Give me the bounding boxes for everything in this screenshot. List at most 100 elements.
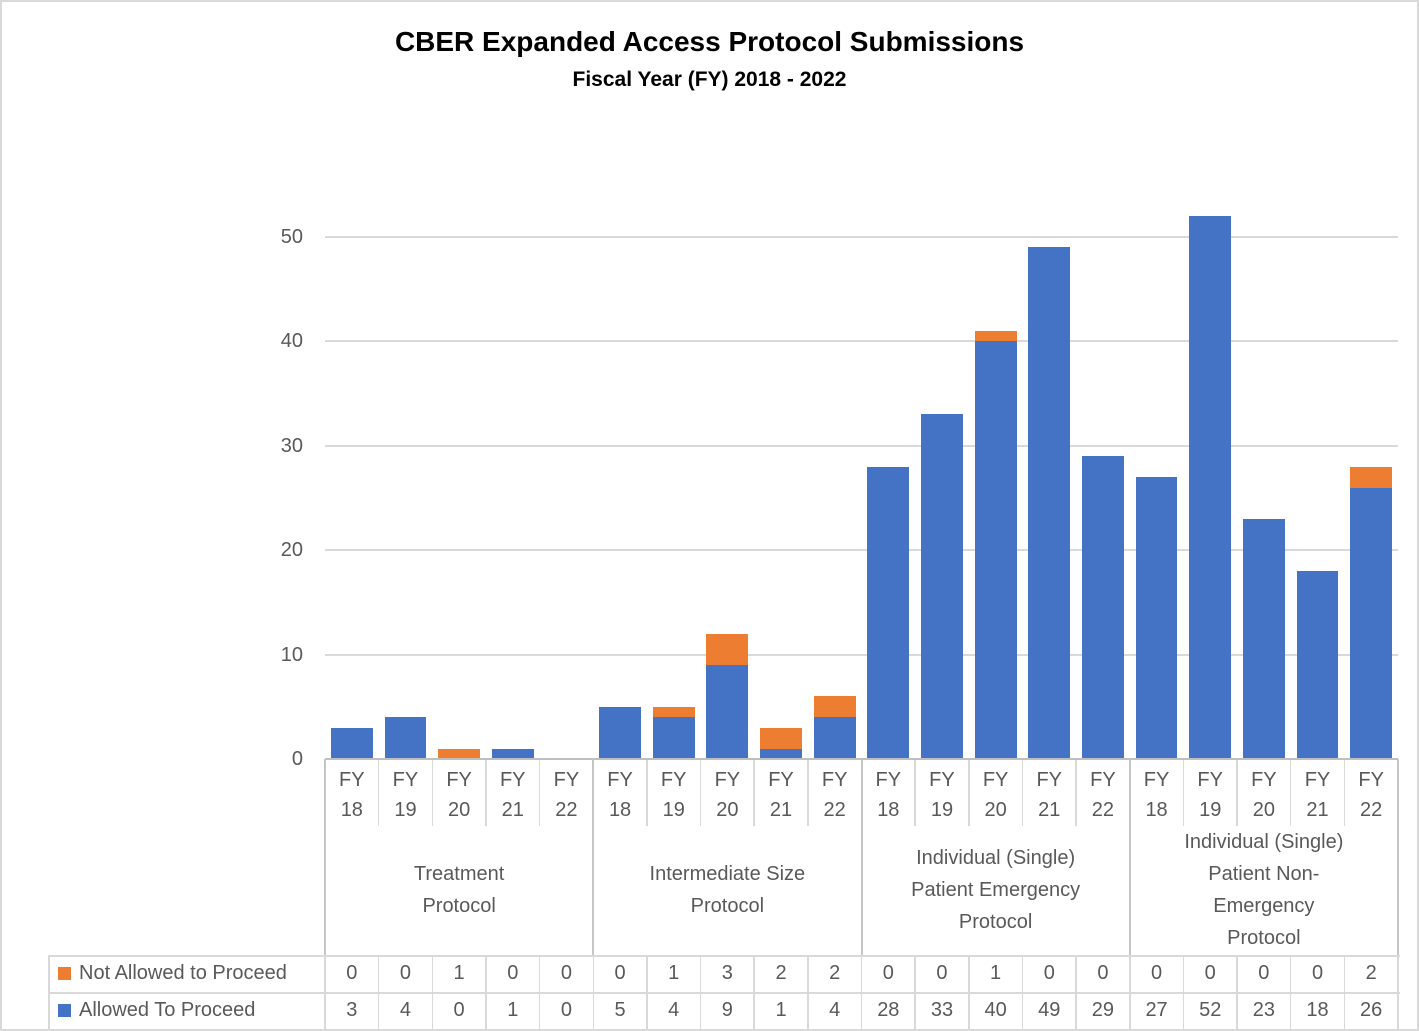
group-boundary-line [860, 759, 863, 955]
gridline-40 [325, 340, 1398, 343]
table-cell-value: 0 [507, 962, 519, 985]
y-axis-tick-label: 10 [280, 643, 303, 666]
y-axis-tick-label: 40 [280, 330, 303, 353]
x-tick-label: FY 22 [553, 769, 580, 821]
table-vertical-border [1129, 955, 1131, 1029]
table-cell-value: 0 [1151, 962, 1163, 985]
table-vertical-border [377, 955, 380, 1029]
table-vertical-border [968, 955, 970, 1029]
table-vertical-border [914, 955, 916, 1029]
table-cell-value: 2 [1365, 962, 1377, 985]
table-cell-value: 0 [1097, 962, 1109, 985]
table-cell-value: 0 [560, 962, 572, 985]
table-cell-value: 4 [668, 999, 680, 1022]
table-vertical-border [592, 955, 594, 1029]
category-group-label: Individual (Single) Patient Emergency Pr… [911, 847, 1081, 933]
legend-swatch-allowed [58, 1004, 71, 1018]
x-tick-label: FY 22 [821, 769, 848, 821]
group-boundary-line [1397, 759, 1399, 955]
table-cell-value: 0 [1311, 962, 1324, 985]
fy-cell-divider [968, 760, 970, 826]
x-tick-label: FY 21 [1036, 769, 1063, 821]
x-tick-label: FY 18 [339, 769, 365, 821]
category-group-label: Individual (Single) Patient Non- Emergen… [1184, 831, 1344, 949]
fy-cell-divider [1075, 760, 1077, 826]
legend-label: Allowed To Proceed [79, 999, 256, 1022]
table-vertical-border [431, 955, 434, 1029]
bar-segment-allowed [813, 717, 856, 759]
fy-cell-divider [914, 760, 916, 826]
bar-segment-allowed [384, 717, 427, 759]
table-vertical-border [1075, 955, 1077, 1029]
bar-segment-allowed [1242, 518, 1285, 759]
table-vertical-border [860, 955, 863, 1029]
x-tick-label: FY 22 [1090, 769, 1116, 821]
bar-segment-allowed [1135, 477, 1178, 759]
x-tick-label: FY 21 [499, 769, 526, 821]
bar-segment-allowed [1189, 216, 1232, 759]
table-cell-value: 1 [453, 962, 465, 985]
table-horizontal-border [49, 992, 1400, 994]
table-cell-value: 4 [829, 999, 841, 1022]
table-cell-value: 18 [1306, 999, 1329, 1022]
group-boundary-line [324, 759, 326, 955]
x-tick-label: FY 21 [768, 769, 794, 821]
y-axis-tick-label: 20 [280, 539, 303, 562]
bar-segment-allowed [1350, 487, 1393, 759]
table-cell-value: 4 [399, 999, 412, 1022]
x-tick-label: FY 18 [1143, 769, 1170, 821]
bar-segment-allowed [599, 706, 641, 759]
bar-segment-not-allowed [813, 696, 856, 718]
legend-label: Not Allowed to Proceed [79, 962, 287, 985]
table-vertical-border [807, 955, 809, 1029]
category-group-label: Treatment Protocol [413, 863, 505, 917]
table-vertical-border [753, 955, 755, 1029]
table-cell-value: 3 [721, 962, 733, 985]
fy-cell-divider [1289, 760, 1292, 826]
legend-cell: Not Allowed to Proceed [50, 956, 324, 991]
y-axis-tick-label: 0 [291, 748, 303, 770]
table-cell-value: 1 [668, 962, 680, 985]
fy-cell-divider [699, 760, 702, 826]
x-tick-label: FY 18 [607, 769, 633, 821]
x-tick-label: FY 22 [1358, 769, 1384, 821]
chart-subtitle: Fiscal Year (FY) 2018 - 2022 [572, 68, 847, 91]
fy-cell-divider [1343, 760, 1346, 826]
table-vertical-border [699, 955, 702, 1029]
table-horizontal-border [49, 955, 1400, 957]
bar-segment-not-allowed [1350, 466, 1393, 488]
table-cell-value: 9 [721, 999, 733, 1022]
bar-segment-allowed [867, 466, 910, 759]
table-cell-value: 27 [1145, 999, 1168, 1022]
table-cell-value: 28 [877, 999, 900, 1022]
table-cell-value: 0 [882, 962, 894, 985]
fy-cell-divider [377, 760, 380, 826]
x-tick-label: FY 19 [1197, 769, 1223, 821]
gridline-20 [325, 549, 1398, 552]
table-cell-value: 1 [775, 999, 787, 1022]
x-tick-label: FY 19 [929, 769, 955, 821]
x-tick-label: FY 20 [446, 769, 472, 821]
table-cell-value: 0 [346, 962, 358, 985]
category-group-label: Intermediate Size Protocol [649, 863, 806, 917]
table-vertical-border [485, 955, 487, 1029]
chart-title: CBER Expanded Access Protocol Submission… [394, 26, 1025, 57]
table-cell-value: 1 [990, 962, 1002, 985]
table-cell-value: 2 [829, 962, 841, 985]
bar-segment-allowed [1296, 571, 1339, 759]
table-cell-value: 49 [1038, 999, 1061, 1022]
bar-segment-allowed [1028, 247, 1071, 759]
group-boundary-line [1128, 759, 1131, 955]
table-cell-value: 0 [1258, 962, 1270, 985]
bar-segment-allowed [760, 748, 802, 759]
y-axis-tick-label: 50 [280, 226, 303, 248]
x-tick-label: FY 21 [1304, 769, 1331, 821]
bar-segment-allowed [974, 341, 1017, 759]
table-vertical-border [324, 955, 326, 1029]
x-tick-label: FY 19 [392, 769, 419, 821]
x-tick-label: FY 18 [875, 769, 902, 821]
bar-segment-not-allowed [974, 330, 1017, 342]
fy-cell-divider [646, 760, 648, 826]
table-cell-value: 2 [775, 962, 787, 985]
